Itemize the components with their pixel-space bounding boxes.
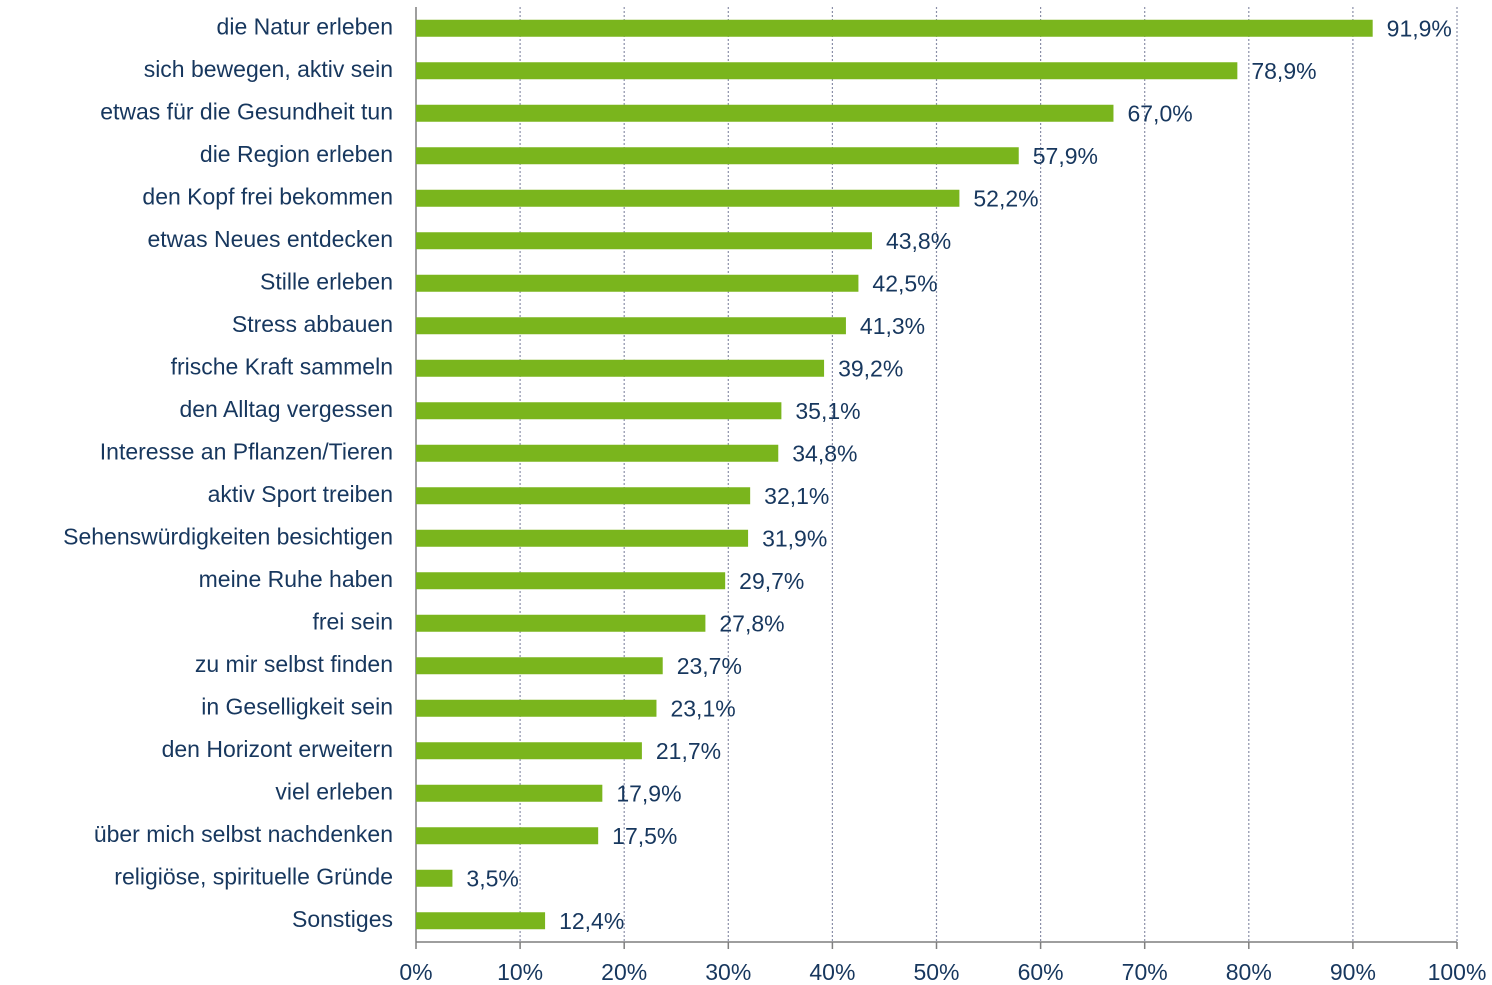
category-label: etwas Neues entdecken [148, 226, 394, 252]
bar [416, 402, 782, 420]
category-label: den Alltag vergessen [179, 396, 393, 422]
category-label: die Region erleben [200, 141, 393, 167]
bar [416, 742, 642, 760]
category-label: frei sein [312, 608, 393, 634]
bar [416, 104, 1114, 122]
x-tick-label: 40% [809, 959, 855, 985]
value-label: 35,1% [795, 398, 860, 424]
bar [416, 62, 1238, 80]
x-tick-label: 10% [497, 959, 543, 985]
bar [416, 317, 846, 335]
bar [416, 784, 603, 802]
x-tick-label: 50% [913, 959, 959, 985]
category-label: Stress abbauen [232, 311, 393, 337]
bar [416, 614, 706, 632]
bar [416, 529, 749, 547]
category-label: Interesse an Pflanzen/Tieren [100, 438, 393, 464]
bar [416, 19, 1373, 37]
value-label: 42,5% [872, 270, 937, 296]
value-label: 39,2% [838, 355, 903, 381]
value-label: 27,8% [719, 610, 784, 636]
bar [416, 572, 726, 590]
value-label: 52,2% [973, 185, 1038, 211]
value-label: 57,9% [1033, 143, 1098, 169]
bar [416, 869, 453, 887]
x-tick-label: 80% [1226, 959, 1272, 985]
x-tick-label: 30% [705, 959, 751, 985]
value-label: 12,4% [559, 908, 624, 934]
value-label: 29,7% [739, 568, 804, 594]
category-label: aktiv Sport treiben [208, 481, 393, 507]
value-label: 67,0% [1127, 100, 1192, 126]
category-label: meine Ruhe haben [199, 566, 393, 592]
bar [416, 444, 779, 462]
value-label: 32,1% [764, 483, 829, 509]
category-label: den Horizont erweitern [162, 736, 393, 762]
category-label: in Geselligkeit sein [201, 693, 393, 719]
value-label: 23,7% [677, 653, 742, 679]
bar [416, 487, 751, 505]
value-label: 23,1% [670, 695, 735, 721]
bar [416, 232, 872, 250]
bar [416, 912, 546, 930]
value-label: 3,5% [466, 865, 518, 891]
bar [416, 827, 599, 845]
bar [416, 657, 663, 675]
category-label: frische Kraft sammeln [171, 353, 393, 379]
category-label: über mich selbst nachdenken [94, 821, 393, 847]
category-label: religiöse, spirituelle Gründe [114, 863, 393, 889]
category-label: sich bewegen, aktiv sein [144, 56, 393, 82]
value-label: 78,9% [1251, 58, 1316, 84]
value-label: 21,7% [656, 738, 721, 764]
x-tick-label: 70% [1122, 959, 1168, 985]
value-label: 34,8% [792, 440, 857, 466]
value-label: 17,5% [612, 823, 677, 849]
category-label: Stille erleben [260, 268, 393, 294]
value-label: 17,9% [616, 780, 681, 806]
bar [416, 147, 1019, 165]
category-label: den Kopf frei bekommen [142, 183, 393, 209]
x-tick-label: 100% [1428, 959, 1487, 985]
bar [416, 359, 825, 377]
category-label: Sonstiges [292, 906, 393, 932]
bar [416, 274, 859, 292]
category-label: zu mir selbst finden [195, 651, 393, 677]
x-tick-label: 60% [1018, 959, 1064, 985]
category-label: viel erleben [275, 778, 393, 804]
category-label: Sehenswürdigkeiten besichtigen [63, 523, 393, 549]
x-tick-label: 20% [601, 959, 647, 985]
category-label: die Natur erleben [217, 13, 393, 39]
category-label: etwas für die Gesundheit tun [100, 98, 393, 124]
x-tick-label: 90% [1330, 959, 1376, 985]
x-tick-label: 0% [399, 959, 432, 985]
bar [416, 699, 657, 717]
value-label: 41,3% [860, 313, 925, 339]
value-label: 91,9% [1387, 15, 1452, 41]
value-label: 43,8% [886, 228, 951, 254]
value-label: 31,9% [762, 525, 827, 551]
bar [416, 189, 960, 207]
